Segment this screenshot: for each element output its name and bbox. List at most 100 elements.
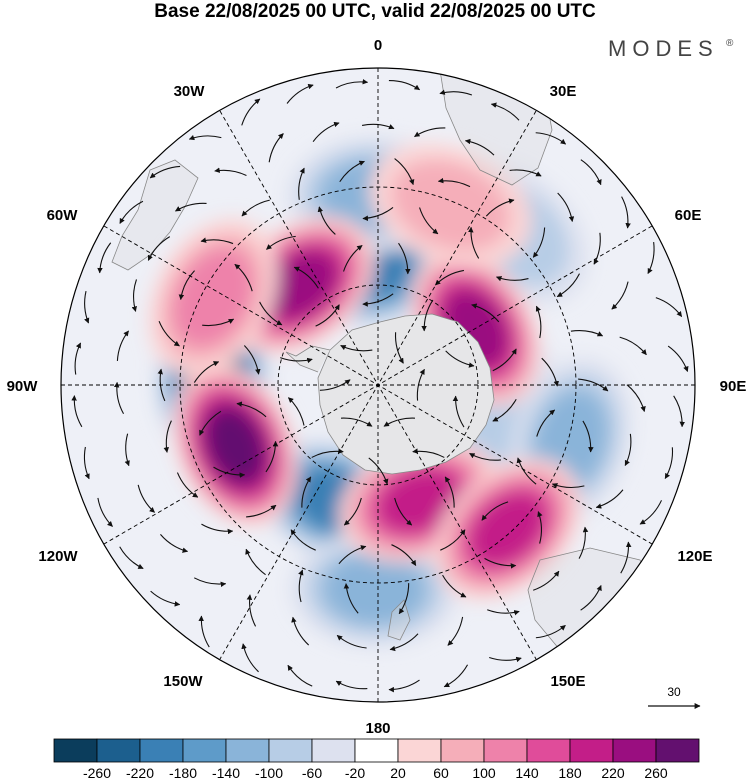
colorbar-bin — [569, 738, 614, 763]
wind-arrow — [213, 466, 246, 478]
wind-arrow — [619, 336, 647, 356]
colorbar-bin — [397, 738, 442, 763]
wind-arrow — [578, 526, 589, 559]
wind-arrow — [537, 511, 543, 544]
wind-arrow — [193, 577, 227, 588]
wind-arrow — [442, 574, 467, 598]
lon-label-60e: 60E — [675, 207, 702, 224]
wind-arrow — [570, 329, 604, 337]
colorbar-tick-label: -220 — [126, 765, 154, 781]
wind-arrow — [301, 476, 312, 508]
wind-arrow — [492, 348, 517, 372]
colorbar-tick-label: 60 — [433, 765, 449, 781]
wind-arrow — [437, 177, 471, 188]
wind-arrow — [444, 476, 455, 508]
wind-arrow — [469, 452, 501, 461]
wind-arrow — [113, 381, 125, 415]
lon-label-0: 0 — [374, 37, 382, 54]
wind-arrow — [319, 379, 351, 391]
wind-arrow — [582, 420, 594, 453]
wind-arrow — [611, 281, 629, 310]
wind-arrow — [593, 232, 601, 265]
wind-arrow — [246, 594, 257, 627]
colorbar-tick-label: 220 — [601, 765, 625, 781]
wind-arrow — [160, 534, 189, 553]
wind-arrow — [388, 80, 421, 91]
wind-arrow — [339, 160, 365, 183]
wind-arrow — [445, 350, 475, 368]
wind-arrow — [516, 457, 537, 485]
wind-arrow — [447, 616, 464, 646]
wind-arrow — [293, 266, 319, 289]
lon-label-30e: 30E — [550, 83, 577, 100]
wind-arrow — [290, 529, 316, 551]
wind-arrow — [315, 304, 340, 327]
wind-arrow — [335, 78, 369, 89]
wind-arrow — [317, 206, 336, 235]
wind-arrow — [578, 378, 609, 392]
colorbar-tick-label: -100 — [255, 765, 283, 781]
colorbar-bin — [354, 738, 399, 763]
wind-arrow — [245, 548, 266, 576]
colorbar-bin — [612, 738, 657, 763]
wind-arrow — [655, 297, 683, 318]
wind-arrow — [336, 634, 367, 649]
wind-arrow — [124, 433, 130, 467]
lon-label-60w: 60W — [47, 207, 79, 224]
wind-arrow — [116, 330, 129, 361]
wind-arrow — [383, 417, 415, 427]
graticule — [61, 68, 695, 702]
wind-arrow — [312, 121, 340, 142]
wind-arrow — [234, 263, 253, 292]
wind-arrow — [412, 448, 445, 458]
wind-arrow — [84, 291, 90, 324]
colorbar-bin — [655, 738, 700, 763]
wind-arrow — [131, 279, 137, 312]
lon-label-30w: 30W — [174, 83, 206, 100]
wind-arrow — [340, 344, 373, 352]
antarctica-continent — [285, 313, 495, 475]
anomaly-contour — [391, 159, 510, 252]
wind-arrow — [452, 395, 465, 428]
wind-arrow — [595, 489, 624, 509]
lon-label-120e: 120E — [677, 548, 712, 565]
wind-arrow — [201, 523, 234, 535]
wind-arrow — [626, 384, 646, 412]
colorbar-bin — [526, 738, 571, 763]
wind-arrow — [532, 227, 546, 258]
wind-arrow — [150, 590, 181, 607]
wind-arrow — [673, 395, 685, 428]
wind-arrow — [241, 98, 261, 126]
wind-arrow — [535, 132, 567, 145]
wind-arrow — [338, 545, 367, 565]
wind-streamlines — [71, 78, 689, 693]
colorbar-bin — [96, 738, 141, 763]
wind-arrow — [241, 199, 270, 217]
neg-anomaly-far-pacific — [290, 531, 459, 648]
wind-arrow — [147, 236, 171, 261]
wind-arrow — [419, 207, 439, 235]
colorbar-tick-label: 20 — [390, 765, 406, 781]
wind-arrow — [509, 169, 542, 177]
colorbar-bin — [311, 738, 356, 763]
wind-arrow — [639, 500, 663, 525]
wind-arrow — [200, 237, 234, 245]
wind-arrow — [439, 89, 473, 96]
wind-arrow — [286, 83, 314, 104]
colorbar-tick-label: -140 — [212, 765, 240, 781]
wind-arrow — [176, 472, 199, 498]
wind-arrow — [580, 159, 602, 186]
colorbar-bin — [440, 738, 485, 763]
wind-arrow — [487, 609, 520, 616]
lon-label-180: 180 — [365, 720, 390, 737]
wind-arrow — [394, 332, 404, 364]
wind-arrow — [580, 585, 602, 611]
wind-arrow — [119, 546, 144, 570]
registered-mark: ® — [726, 38, 734, 49]
wind-arrow — [368, 457, 389, 485]
wind-arrow — [149, 165, 181, 179]
wind-arrow — [178, 270, 195, 301]
colorbar-tick-label: -20 — [345, 765, 365, 781]
wind-arrow — [287, 664, 313, 687]
wind-arrow — [163, 420, 172, 453]
